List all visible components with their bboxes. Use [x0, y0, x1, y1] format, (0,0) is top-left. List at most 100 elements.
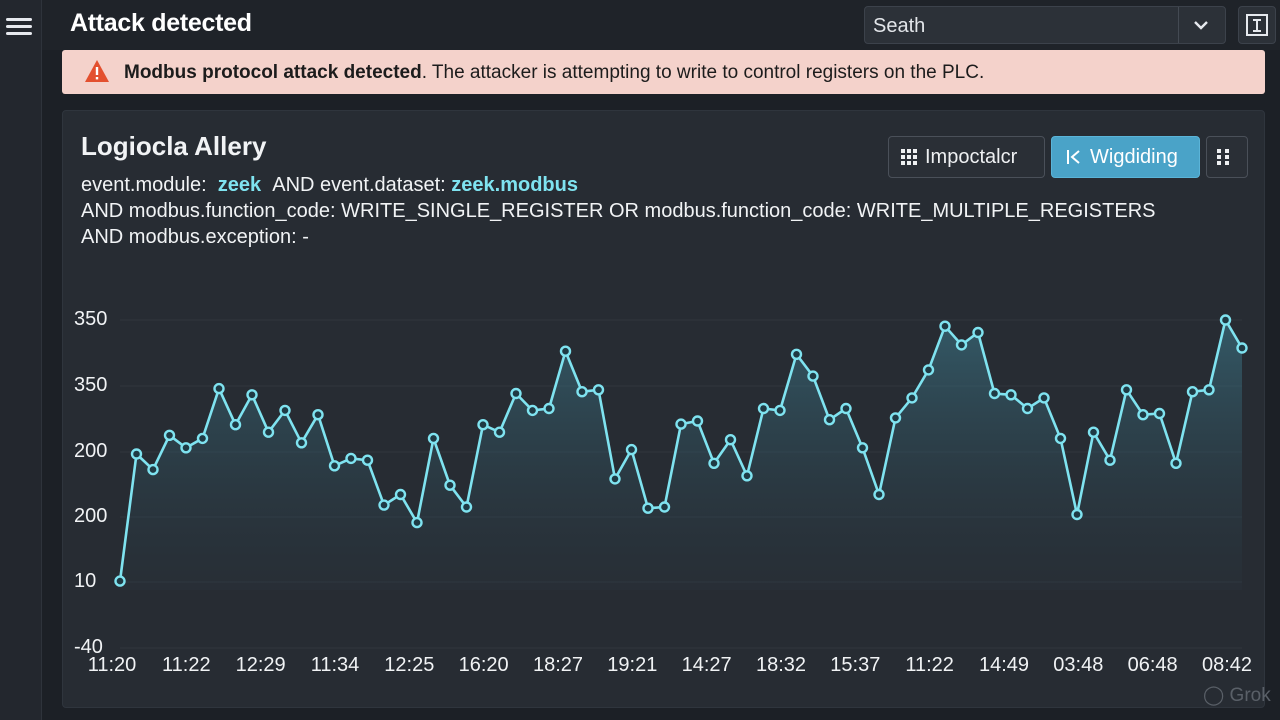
data-point[interactable]	[345, 452, 357, 465]
data-point[interactable]	[873, 488, 885, 501]
data-point[interactable]	[675, 418, 687, 430]
data-point[interactable]	[642, 502, 654, 514]
data-point[interactable]	[691, 415, 704, 427]
x-tick-label: 06:48	[1127, 654, 1178, 676]
more-options-button[interactable]	[1206, 136, 1248, 178]
data-point[interactable]	[724, 433, 737, 446]
data-point[interactable]	[130, 448, 143, 460]
data-point[interactable]	[972, 326, 984, 339]
data-point[interactable]	[526, 404, 539, 417]
data-point[interactable]	[196, 432, 209, 445]
data-point[interactable]	[1071, 508, 1083, 521]
data-point[interactable]	[246, 389, 258, 401]
x-tick-label: 16:20	[458, 654, 509, 676]
data-point[interactable]	[427, 432, 440, 445]
alert-message: Modbus protocol attack detected. The att…	[124, 62, 984, 84]
data-point[interactable]	[1153, 407, 1166, 420]
data-point[interactable]	[378, 499, 390, 511]
data-point[interactable]	[312, 408, 324, 421]
query-line-2: AND modbus.function_code: WRITE_SINGLE_R…	[81, 200, 1156, 222]
data-point[interactable]	[592, 384, 605, 396]
data-point[interactable]	[543, 402, 555, 415]
document-button[interactable]	[1238, 6, 1276, 44]
data-point[interactable]	[1021, 402, 1034, 415]
collapse-icon	[1067, 150, 1080, 164]
data-point[interactable]	[1219, 314, 1232, 326]
data-point[interactable]	[625, 443, 638, 456]
data-point[interactable]	[262, 426, 275, 438]
data-point[interactable]	[460, 501, 473, 513]
hamburger-menu-icon[interactable]	[6, 18, 32, 40]
top-bar: Attack detected Seath	[42, 0, 1280, 50]
wigdiding-label: Wigdiding	[1090, 145, 1178, 168]
data-point[interactable]	[840, 402, 852, 415]
data-point[interactable]	[1137, 408, 1149, 421]
data-point[interactable]	[411, 516, 423, 529]
x-tick-label: 19:21	[607, 654, 658, 676]
data-point[interactable]	[477, 418, 489, 431]
data-point[interactable]	[1203, 384, 1215, 396]
query-l1-d: zeek.modbus	[451, 174, 578, 196]
data-point[interactable]	[1087, 426, 1100, 438]
data-point[interactable]	[807, 370, 819, 382]
query-text: event.module: zeek AND event.dataset: ze…	[81, 172, 1155, 250]
data-point[interactable]	[147, 463, 159, 476]
data-point[interactable]	[114, 575, 126, 587]
data-point[interactable]	[939, 320, 951, 332]
data-point[interactable]	[510, 387, 522, 400]
data-point[interactable]	[658, 501, 671, 513]
y-tick-label: 10	[74, 570, 97, 592]
data-point[interactable]	[1038, 392, 1050, 404]
data-point[interactable]	[1005, 389, 1017, 401]
data-point[interactable]	[774, 404, 786, 417]
data-point[interactable]	[955, 339, 968, 351]
data-point[interactable]	[328, 460, 341, 472]
data-point[interactable]	[1236, 342, 1248, 354]
chevron-down-icon[interactable]	[1191, 13, 1211, 37]
data-point[interactable]	[889, 412, 902, 424]
x-tick-label: 14:27	[681, 654, 732, 676]
y-tick-label: 200	[74, 505, 108, 527]
data-point[interactable]	[708, 457, 720, 470]
data-point[interactable]	[856, 442, 869, 454]
data-point[interactable]	[394, 488, 407, 501]
data-point[interactable]	[823, 413, 836, 426]
data-point[interactable]	[576, 385, 588, 398]
data-point[interactable]	[361, 454, 374, 466]
data-point[interactable]	[757, 402, 770, 415]
query-l1-c: AND event.dataset:	[272, 174, 446, 196]
data-point[interactable]	[609, 473, 621, 485]
page-title: Attack detected	[70, 9, 252, 37]
rule-panel: Logiocla Allery event.module: zeek AND e…	[62, 110, 1265, 708]
data-point[interactable]	[922, 364, 935, 376]
data-point[interactable]	[741, 470, 753, 482]
data-point[interactable]	[295, 437, 308, 449]
data-point[interactable]	[444, 479, 456, 491]
data-point[interactable]	[279, 404, 291, 417]
watermark-text: Grok	[1229, 685, 1271, 706]
data-point[interactable]	[180, 442, 192, 454]
data-point[interactable]	[493, 426, 506, 438]
data-point[interactable]	[229, 418, 242, 431]
data-point[interactable]	[1104, 454, 1116, 466]
search-select[interactable]: Seath	[864, 6, 1226, 44]
select-divider	[1178, 7, 1179, 43]
query-line-1: event.module: zeek AND event.dataset: ze…	[81, 172, 1155, 198]
y-tick-label: 350	[74, 374, 108, 396]
data-point[interactable]	[1054, 432, 1067, 445]
data-point[interactable]	[906, 392, 918, 404]
data-point[interactable]	[163, 429, 176, 442]
dots-grid-icon	[1217, 149, 1229, 165]
wigdiding-button[interactable]: Wigdiding	[1051, 136, 1200, 178]
data-point[interactable]	[213, 382, 225, 395]
data-point[interactable]	[988, 387, 1001, 400]
data-point[interactable]	[559, 345, 572, 357]
data-point[interactable]	[1120, 384, 1133, 396]
impoctalcr-button[interactable]: Impoctalcr	[888, 136, 1045, 178]
x-tick-label: 11:22	[162, 654, 211, 676]
query-l1-a: event.module:	[81, 174, 207, 196]
data-point[interactable]	[1186, 385, 1199, 398]
x-tick-label: 11:34	[310, 654, 360, 676]
data-point[interactable]	[1170, 457, 1182, 470]
data-point[interactable]	[790, 348, 803, 361]
